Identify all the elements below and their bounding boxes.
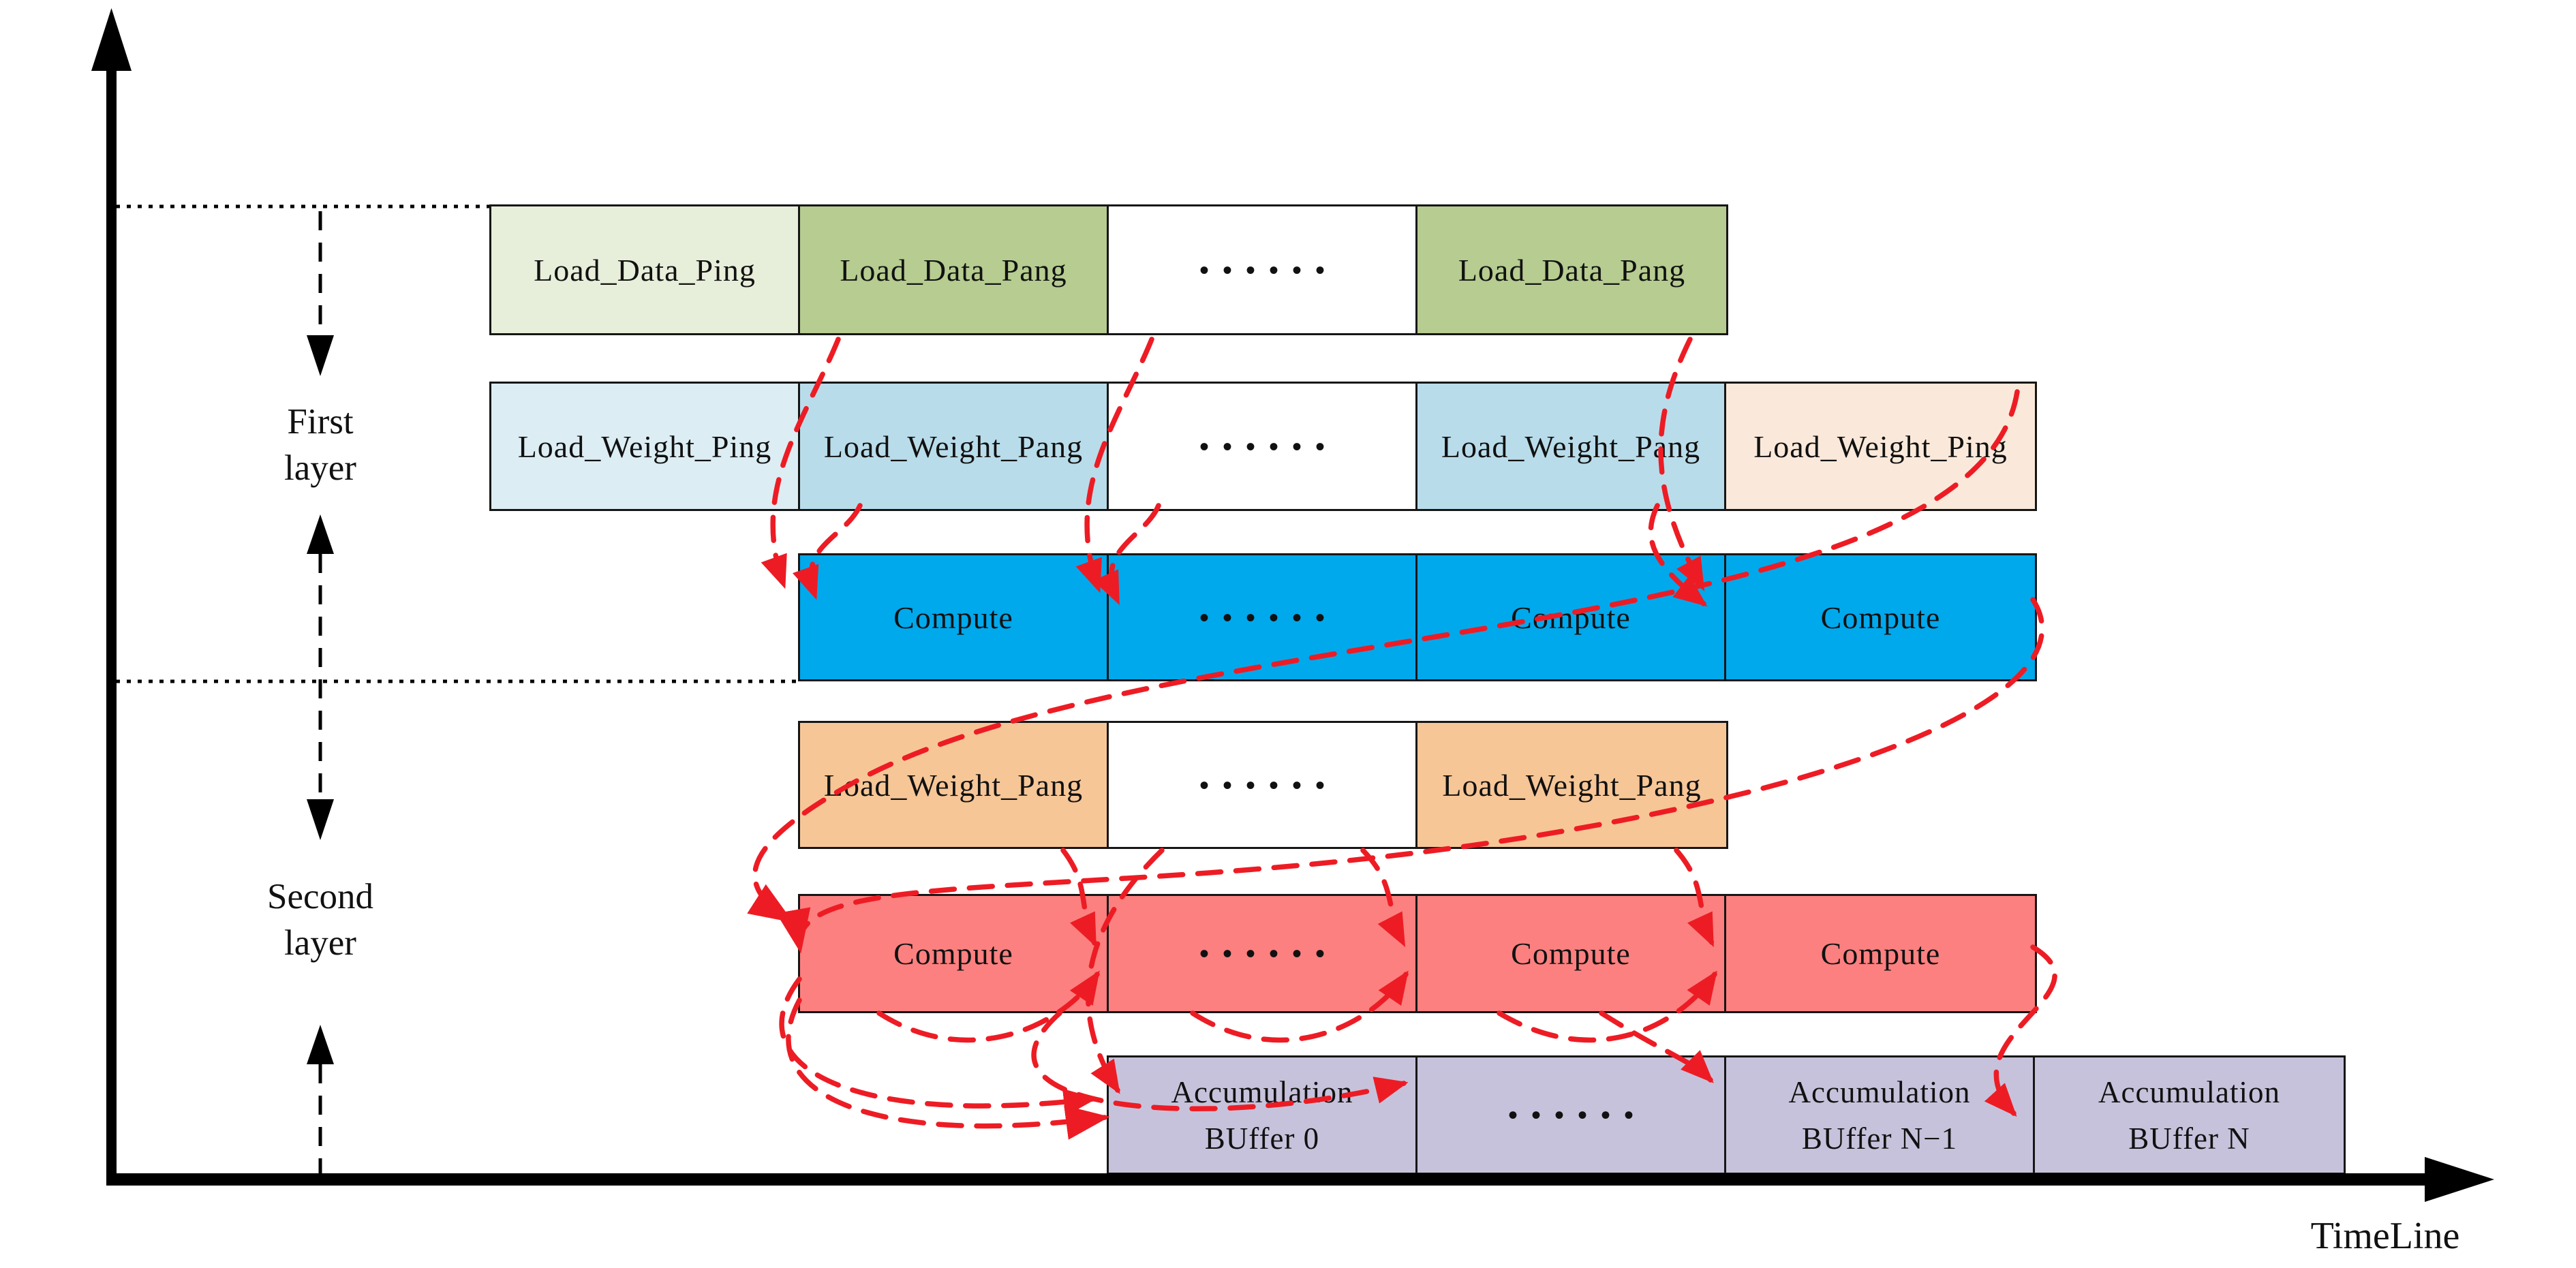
task-box-compute: Compute [1417,896,1726,1011]
y-axis-arrow-icon [91,8,132,71]
task-label: Compute [1511,936,1631,971]
second-layer-label-line2: layer [284,923,356,963]
task-label: Compute [1820,936,1941,971]
task-sublabel: BUffer N [2128,1121,2250,1156]
second-layer-down-arrow-icon [307,799,334,840]
task-label: Load_Weight_Ping [1753,429,2008,464]
row-layer1-load-weight: Load_Weight_Ping Load_Weight_Pang ••••••… [489,382,2037,511]
task-label: Load_Weight_Pang [1441,429,1701,464]
task-box-load-weight-pang-layer2: Load_Weight_Pang [800,723,1109,847]
task-label: Compute [1511,600,1631,635]
task-label: Accumulation [1171,1074,1353,1109]
second-layer-label: Second layer [198,873,443,966]
ellipsis-dots: •••••• [1199,254,1339,285]
task-box-compute: Compute [800,555,1109,679]
task-label: Load_Weight_Pang [823,429,1084,464]
ellipsis-dots: •••••• [1199,602,1339,633]
task-box-load-weight-pang-layer2: Load_Weight_Pang [1417,723,1726,847]
ellipsis-box: •••••• [1109,723,1417,847]
first-layer-label-line1: First [287,402,354,442]
task-sublabel: BUffer 0 [1204,1121,1320,1156]
first-layer-label: First layer [198,399,443,491]
task-box-load-data-ping: Load_Data_Ping [491,206,800,333]
task-label: Load_Data_Pang [1458,252,1686,288]
task-label: Compute [893,600,1013,635]
ellipsis-box: •••••• [1109,384,1417,509]
ellipsis-dots: •••••• [1507,1100,1648,1130]
row-layer1-compute: Compute •••••• Compute Compute [798,553,2037,681]
task-box-load-data-pang: Load_Data_Pang [1417,206,1726,333]
x-axis-arrow-icon [2425,1157,2494,1202]
ellipsis-box: •••••• [1109,896,1417,1011]
task-label: Load_Weight_Pang [1442,767,1702,803]
second-layer-label-line1: Second [266,877,374,916]
task-sublabel: BUffer N−1 [1801,1121,1958,1156]
task-box-compute: Compute [1417,555,1726,679]
ellipsis-box: •••••• [1109,206,1417,333]
ellipsis-dots: •••••• [1199,938,1339,969]
row-layer1-load-data: Load_Data_Ping Load_Data_Pang •••••• Loa… [489,204,1728,335]
y-axis [91,8,132,1186]
row-layer2-load-weight: Load_Weight_Pang •••••• Load_Weight_Pang [798,721,1728,849]
task-box-load-weight-ping-layer2: Load_Weight_Ping [1726,384,2035,509]
task-box-accumulation-buffer-n-1: Accumulation BUffer N−1 [1726,1057,2035,1173]
task-box-load-weight-ping: Load_Weight_Ping [491,384,800,509]
task-box-load-data-pang: Load_Data_Pang [800,206,1109,333]
first-layer-label-line2: layer [284,448,356,488]
task-label: Accumulation [2098,1074,2280,1109]
second-layer-up-arrow-icon [307,1025,334,1064]
row-layer2-compute: Compute •••••• Compute Compute [798,894,2037,1013]
task-box-load-weight-pang: Load_Weight_Pang [800,384,1109,509]
task-label: Load_Data_Pang [840,252,1067,288]
ellipsis-dots: •••••• [1199,769,1339,801]
task-box-compute: Compute [1726,896,2035,1011]
task-label: Load_Weight_Ping [517,429,772,464]
task-label: Load_Weight_Pang [823,767,1084,803]
ellipsis-box: •••••• [1109,555,1417,679]
task-box-compute: Compute [800,896,1109,1011]
first-layer-down-arrow-icon [307,335,334,376]
ellipsis-dots: •••••• [1199,431,1339,462]
first-layer-up-arrow-icon [307,514,334,554]
task-label: Load_Data_Ping [534,252,756,288]
ellipsis-box: •••••• [1417,1057,1726,1173]
task-box-compute: Compute [1726,555,2035,679]
dependency-arrow [786,998,1110,1140]
task-label: Compute [893,936,1013,971]
task-box-accumulation-buffer-0: Accumulation BUffer 0 [1109,1057,1417,1173]
timeline-axis-label: TimeLine [2310,1215,2460,1257]
task-box-accumulation-buffer-n: Accumulation BUffer N [2035,1057,2344,1173]
task-label: Accumulation [1788,1074,1971,1109]
row-accumulation-buffers: Accumulation BUffer 0 •••••• Accumulatio… [1107,1055,2346,1175]
task-label: Compute [1820,600,1941,635]
task-box-load-weight-pang: Load_Weight_Pang [1417,384,1726,509]
